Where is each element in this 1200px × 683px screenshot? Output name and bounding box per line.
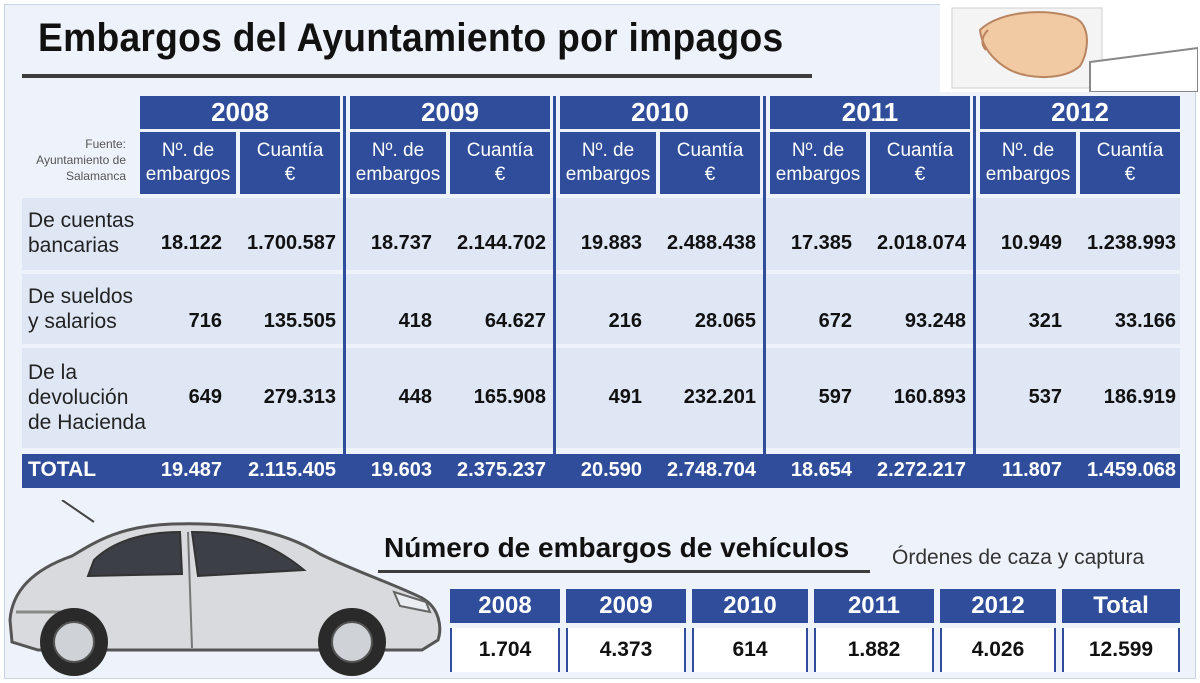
total-cell: 19.603 [370,459,432,481]
col-header-count: Nº. de embargos [560,132,656,194]
table-cell: 28.065 [694,310,756,332]
row-band-cuentas [22,198,1180,270]
year-separator [553,96,556,488]
table-cell: 716 [188,310,222,332]
col-header-count: Nº. de embargos [980,132,1076,194]
vehicles-value-2012: 4.026 [940,628,1056,672]
source-note: Fuente: Ayuntamiento de Salamanca [36,137,126,183]
total-label: TOTAL [28,458,97,481]
table-cell: 17.385 [790,232,852,254]
vehicles-value-2011: 1.882 [814,628,934,672]
col-header-amount: Cuantía € [660,132,760,194]
table-cell: 649 [188,386,222,408]
vehicles-value-total: 12.599 [1062,628,1180,672]
table-cell: 33.166 [1114,310,1176,332]
vehicles-header-2011: 2011 [814,589,934,623]
vehicles-value-2008: 1.704 [450,628,560,672]
year-header-2010: 2010 [560,96,760,129]
table-cell: 491 [608,386,642,408]
table-cell: 18.122 [160,232,222,254]
row-label-sueldos: De sueldos y salarios [28,285,134,333]
table-cell: 448 [398,386,432,408]
vehicles-header-2009: 2009 [566,589,686,623]
year-separator [763,96,766,488]
vehicles-header-2008: 2008 [450,589,560,623]
total-cell: 2.115.405 [248,459,336,481]
table-cell: 537 [1028,386,1062,408]
total-cell: 11.807 [1001,459,1062,481]
table-cell: 672 [818,310,852,332]
vehicles-value-2010: 614 [692,628,808,672]
vehicles-title: Número de embargos de vehículos [384,532,850,563]
vehicles-note: Órdenes de caza y captura [892,546,1145,569]
row-label-cuentas: De cuentas bancarias [28,209,135,257]
row-band-sueldos [22,274,1180,344]
table-cell: 216 [608,310,642,332]
total-cell: 1.459.068 [1087,459,1176,481]
col-header-amount: Cuantía € [870,132,970,194]
total-cell: 20.590 [580,459,642,481]
col-header-count: Nº. de embargos [140,132,236,194]
table-cell: 64.627 [484,310,546,332]
table-cell: 2.018.074 [877,232,966,254]
table-cell: 160.893 [893,386,966,408]
row-band-hacienda [22,348,1180,448]
table-cell: 165.908 [473,386,546,408]
year-header-2012: 2012 [980,96,1180,129]
total-cell: 2.375.237 [457,459,546,481]
table-cell: 18.737 [370,232,432,254]
col-header-count: Nº. de embargos [770,132,866,194]
row-label-hacienda: De la devolución de Hacienda [28,361,146,434]
table-cell: 2.144.702 [457,232,546,254]
col-header-count: Nº. de embargos [350,132,446,194]
total-cell: 18.654 [790,459,852,481]
year-header-2008: 2008 [140,96,340,129]
page-title: Embargos del Ayuntamiento por impagos [38,16,784,60]
table-cell: 93.248 [904,310,966,332]
table-cell: 418 [398,310,432,332]
vehicles-value-2009: 4.373 [566,628,686,672]
table-cell: 279.313 [263,386,336,408]
col-header-amount: Cuantía € [1080,132,1180,194]
year-separator [343,96,346,488]
table-cell: 321 [1028,310,1062,332]
hand-illustration [940,0,1198,92]
vehicles-header-2012: 2012 [940,589,1056,623]
total-row-band [22,454,1180,488]
total-cell: 19.487 [160,459,222,481]
year-separator [973,96,976,488]
table-cell: 597 [818,386,852,408]
table-cell: 135.505 [263,310,336,332]
table-cell: 2.488.438 [667,232,756,254]
table-cell: 19.883 [580,232,642,254]
col-header-amount: Cuantía € [450,132,550,194]
year-header-2011: 2011 [770,96,970,129]
col-header-amount: Cuantía € [240,132,340,194]
table-cell: 1.238.993 [1087,232,1176,254]
total-cell: 2.272.217 [877,459,966,481]
table-cell: 10.949 [1000,232,1062,254]
title-underline [22,74,812,78]
car-illustration [8,500,442,676]
vehicles-title-underline [378,570,870,573]
table-cell: 1.700.587 [247,232,336,254]
total-cell: 2.748.704 [667,459,756,481]
vehicles-header-total: Total [1062,589,1180,623]
table-cell: 186.919 [1103,386,1176,408]
year-header-2009: 2009 [350,96,550,129]
table-cell: 232.201 [683,386,756,408]
vehicles-header-2010: 2010 [692,589,808,623]
